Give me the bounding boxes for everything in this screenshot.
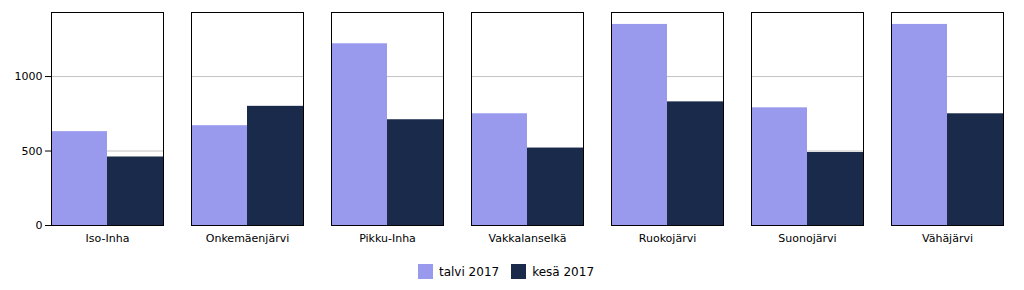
- svg-text:Iso-Inha: Iso-Inha: [86, 232, 130, 245]
- svg-text:Ruokojärvi: Ruokojärvi: [639, 232, 696, 245]
- svg-text:Onkemäenjärvi: Onkemäenjärvi: [206, 232, 289, 245]
- svg-text:500: 500: [22, 145, 43, 158]
- svg-text:Suonojärvi: Suonojärvi: [778, 232, 836, 245]
- svg-text:1000: 1000: [15, 70, 43, 83]
- svg-text:Pikku-Inha: Pikku-Inha: [359, 232, 416, 245]
- html-text:talvi 2017: talvi 2017: [439, 264, 500, 279]
- svg-text:Vakkalanselkä: Vakkalanselkä: [489, 232, 567, 245]
- svg-text:0: 0: [36, 219, 43, 232]
- html-text:kesä 2017: kesä 2017: [532, 264, 594, 279]
- svg-text:Vähäjärvi: Vähäjärvi: [922, 232, 973, 245]
